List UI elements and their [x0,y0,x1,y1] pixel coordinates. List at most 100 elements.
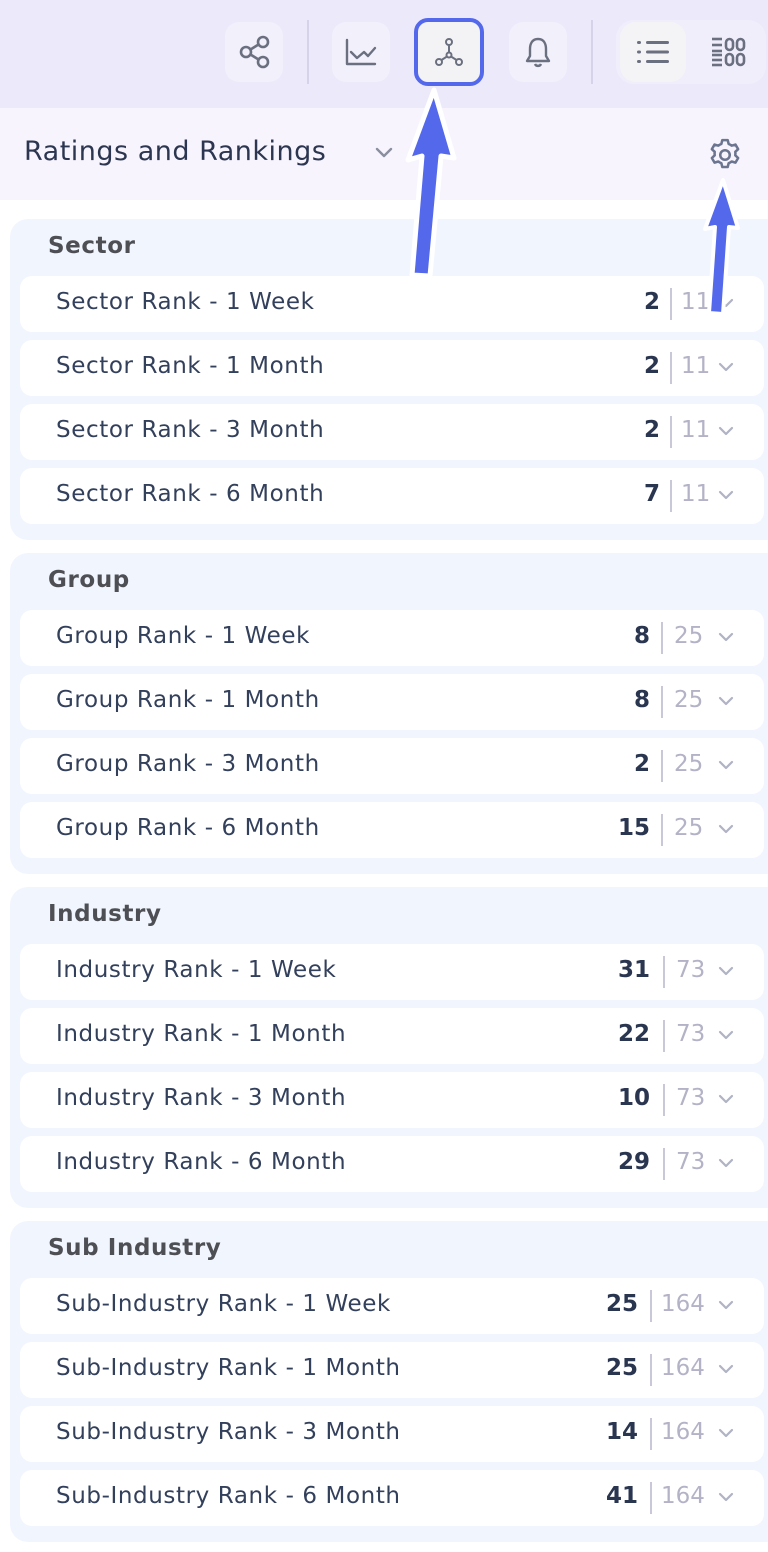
rank-label: Sub-Industry Rank - 1 Week [56,1291,391,1317]
rank-value: 2 [643,417,660,443]
chevron-down-icon[interactable] [717,1363,735,1375]
rank-value: 14 [605,1419,638,1445]
divider [661,750,663,782]
rank-label: Group Rank - 1 Week [56,623,311,649]
chart-button[interactable] [332,22,390,82]
rank-total: 164 [661,1419,705,1445]
rank-row[interactable]: Sector Rank - 1 Week 2 11 [20,276,764,332]
toolbar-divider [591,20,593,84]
divider [661,622,663,654]
chevron-down-icon[interactable] [717,965,735,977]
chevron-down-icon[interactable] [717,361,735,373]
rank-total: 11 [681,353,711,379]
rank-value: 2 [643,353,660,379]
rank-row[interactable]: Sector Rank - 6 Month 7 11 [20,468,764,524]
chevron-down-icon[interactable] [717,489,735,501]
list-icon [636,39,670,65]
rank-label: Sector Rank - 3 Month [56,417,325,443]
rank-row[interactable]: Industry Rank - 1 Month 22 73 [20,1008,764,1064]
list-view-button[interactable] [620,22,686,82]
panel-title-dropdown[interactable]: Ratings and Rankings [24,136,327,167]
rank-total: 73 [676,957,706,983]
divider [670,352,672,384]
panel-header [0,108,768,200]
section-sub-industry: Sub Industry Sub-Industry Rank - 1 Week … [10,1221,768,1542]
alerts-button[interactable] [509,22,567,82]
table-columns-icon [710,36,748,68]
chevron-down-icon[interactable] [717,297,735,309]
divider [661,814,663,846]
chevron-down-icon[interactable] [717,1491,735,1503]
rank-row[interactable]: Group Rank - 3 Month 2 25 [20,738,764,794]
chevron-down-icon[interactable] [717,1299,735,1311]
chevron-down-icon[interactable] [717,759,735,771]
rank-row[interactable]: Sub-Industry Rank - 1 Week 25 164 [20,1278,764,1334]
chevron-down-icon[interactable] [717,425,735,437]
chevron-down-icon[interactable] [374,146,394,160]
rank-row[interactable]: Sub-Industry Rank - 6 Month 41 164 [20,1470,764,1526]
rank-value: 7 [643,481,660,507]
rank-label: Sub-Industry Rank - 3 Month [56,1419,401,1445]
rank-total: 164 [661,1483,705,1509]
rank-row[interactable]: Group Rank - 1 Week 8 25 [20,610,764,666]
divider [650,1290,652,1322]
rank-total: 11 [681,289,711,315]
chevron-down-icon[interactable] [717,631,735,643]
section-sector: Sector Sector Rank - 1 Week 2 11 Sector … [10,219,768,540]
network-icon [434,37,464,67]
rank-row[interactable]: Sub-Industry Rank - 3 Month 14 164 [20,1406,764,1462]
rank-value: 10 [617,1085,650,1111]
rank-row[interactable]: Sector Rank - 1 Month 2 11 [20,340,764,396]
section-title: Sub Industry [48,1235,222,1261]
chevron-down-icon[interactable] [717,1427,735,1439]
rank-total: 164 [661,1355,705,1381]
divider [661,686,663,718]
rank-label: Sector Rank - 6 Month [56,481,325,507]
divider [670,288,672,320]
rank-value: 8 [633,687,650,713]
section-title: Industry [48,901,162,927]
rank-row[interactable]: Industry Rank - 1 Week 31 73 [20,944,764,1000]
divider [663,1148,665,1180]
section-title: Sector [48,233,136,259]
rank-total: 11 [681,417,711,443]
rank-total: 73 [676,1149,706,1175]
rank-row[interactable]: Group Rank - 1 Month 8 25 [20,674,764,730]
chevron-down-icon[interactable] [717,823,735,835]
rank-label: Sub-Industry Rank - 6 Month [56,1483,401,1509]
rank-row[interactable]: Industry Rank - 6 Month 29 73 [20,1136,764,1192]
share-icon [237,35,271,69]
rank-label: Industry Rank - 3 Month [56,1085,347,1111]
rank-total: 25 [674,751,704,777]
rank-value: 15 [617,815,650,841]
divider [650,1418,652,1450]
chevron-down-icon[interactable] [717,1093,735,1105]
rank-row[interactable]: Group Rank - 6 Month 15 25 [20,802,764,858]
view-toggle [616,20,766,84]
rank-total: 73 [676,1021,706,1047]
chevron-down-icon[interactable] [717,1157,735,1169]
rank-value: 31 [617,957,650,983]
divider [650,1354,652,1386]
chevron-down-icon[interactable] [717,1029,735,1041]
divider [670,416,672,448]
share-button[interactable] [225,22,283,82]
toolbar-divider [307,20,309,84]
rank-total: 25 [674,687,704,713]
rank-value: 8 [633,623,650,649]
grid-view-button[interactable] [696,22,762,82]
chevron-down-icon[interactable] [717,695,735,707]
rank-label: Industry Rank - 1 Month [56,1021,347,1047]
network-button[interactable] [414,18,484,86]
section-group: Group Group Rank - 1 Week 8 25 Group Ran… [10,553,768,874]
rank-total: 11 [681,481,711,507]
rank-row[interactable]: Sector Rank - 3 Month 2 11 [20,404,764,460]
divider [663,1020,665,1052]
section-title: Group [48,567,130,593]
rank-total: 25 [674,815,704,841]
rank-row[interactable]: Industry Rank - 3 Month 10 73 [20,1072,764,1128]
gear-icon[interactable] [706,136,744,174]
rank-row[interactable]: Sub-Industry Rank - 1 Month 25 164 [20,1342,764,1398]
rank-value: 25 [605,1291,638,1317]
rank-value: 41 [605,1483,638,1509]
